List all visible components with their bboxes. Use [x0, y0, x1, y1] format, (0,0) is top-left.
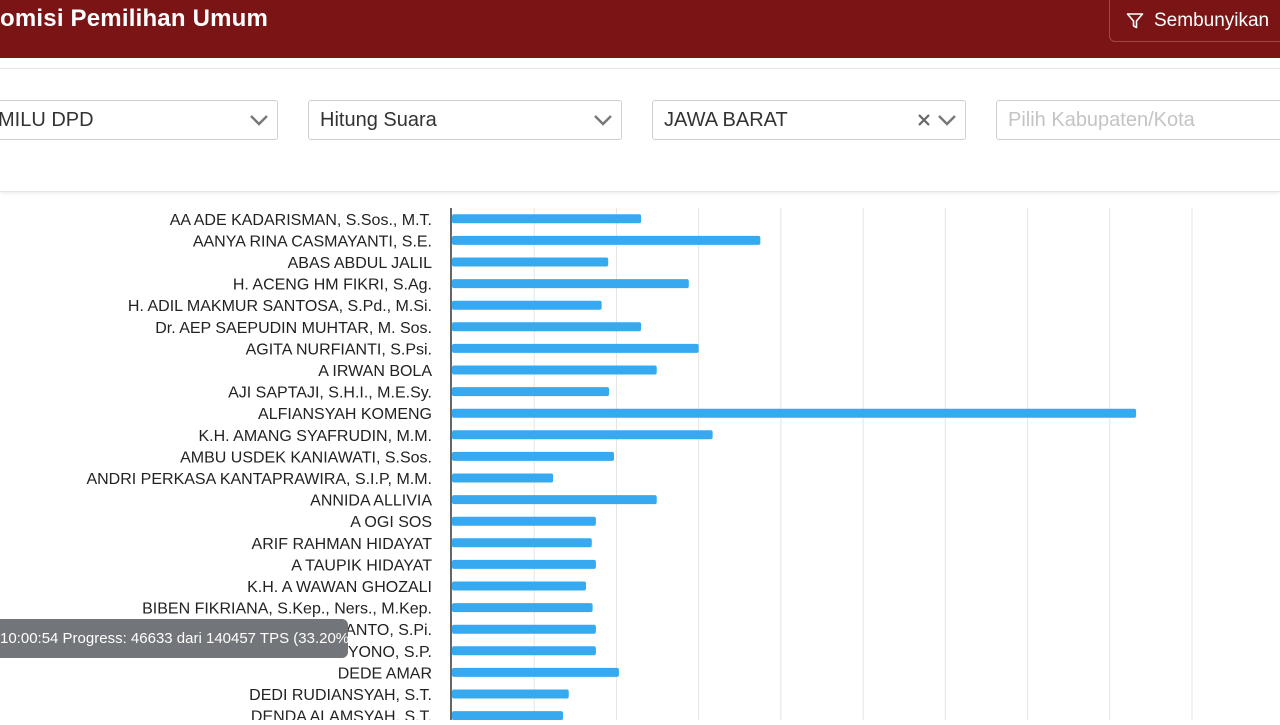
category-label: AANYA RINA CASMAYANTI, S.E.	[193, 233, 432, 250]
category-label: K.H. A WAWAN GHOZALI	[247, 579, 432, 596]
category-label: A TAUPIK HIDAYAT	[291, 557, 432, 574]
bar[interactable]	[452, 495, 657, 505]
bar[interactable]	[452, 689, 569, 699]
category-label: ALFIANSYAH KOMENG	[258, 406, 432, 423]
chevron-down-icon	[594, 115, 612, 126]
bar[interactable]	[452, 516, 596, 526]
app-header: omisi Pemilihan Umum Sembunyikan	[0, 0, 1280, 58]
bar[interactable]	[452, 365, 657, 375]
category-label: ARIF RAHMAN HIDAYAT	[252, 536, 433, 553]
progress-status: 10:00:54 Progress: 46633 dari 140457 TPS…	[0, 619, 354, 658]
category-label: ANTO, S.Pi.	[345, 622, 432, 639]
election-type-value: MILU DPD	[0, 108, 94, 131]
category-label: AMBU USDEK KANIAWATI, S.Sos.	[180, 449, 432, 466]
vote-count-chart: AA ADE KADARISMAN, S.Sos., M.T. AANYA RIN…	[0, 200, 1280, 725]
bar[interactable]	[452, 343, 699, 353]
bar[interactable]	[452, 300, 602, 310]
category-label: A OGI SOS	[350, 514, 432, 531]
bar[interactable]	[452, 235, 761, 245]
bar[interactable]	[452, 581, 587, 591]
bar[interactable]	[452, 624, 596, 634]
bar[interactable]	[452, 473, 554, 483]
category-label: H. ADIL MAKMUR SANTOSA, S.Pd., M.Si.	[128, 298, 432, 315]
election-type-select[interactable]: MILU DPD	[0, 100, 278, 140]
clear-icon[interactable]	[916, 112, 932, 128]
chevron-down-icon	[938, 115, 956, 126]
data-type-value: Hitung Suara	[320, 108, 437, 131]
bar[interactable]	[452, 711, 563, 721]
filter-icon	[1126, 12, 1144, 28]
bar[interactable]	[452, 603, 593, 613]
bar[interactable]	[452, 451, 614, 461]
regency-placeholder: Pilih Kabupaten/Kota	[1008, 108, 1195, 131]
hide-filters-button[interactable]: Sembunyikan	[1109, 0, 1280, 42]
bar[interactable]	[452, 430, 713, 440]
province-value: JAWA BARAT	[664, 108, 788, 131]
data-type-select[interactable]: Hitung Suara	[308, 100, 622, 140]
category-label: A IRWAN BOLA	[318, 363, 432, 380]
category-label: K.H. AMANG SYAFRUDIN, M.M.	[199, 428, 433, 445]
category-label: H. ACENG HM FIKRI, S.Ag.	[233, 277, 432, 294]
bar[interactable]	[452, 214, 642, 224]
category-label: AA ADE KADARISMAN, S.Sos., M.T.	[170, 212, 432, 229]
bar[interactable]	[452, 646, 596, 656]
filter-bar: MILU DPD Hitung Suara JAWA BARAT Pilih K…	[0, 68, 1280, 192]
province-select[interactable]: JAWA BARAT	[652, 100, 966, 140]
category-label: Dr. AEP SAEPUDIN MUHTAR, M. Sos.	[155, 320, 432, 337]
category-label: ANDRI PERKASA KANTAPRAWIRA, S.I.P, M.M.	[86, 471, 432, 488]
bar[interactable]	[452, 559, 596, 569]
bar[interactable]	[452, 322, 642, 332]
category-label: YONO, S.P.	[348, 644, 432, 661]
bar[interactable]	[452, 279, 689, 289]
bar[interactable]	[452, 257, 609, 267]
category-label: DENDA ALAMSYAH, S.T.	[251, 709, 432, 720]
bar-chart: AA ADE KADARISMAN, S.Sos., M.T. AANYA RIN…	[86, 208, 1193, 725]
category-label: ABAS ABDUL JALIL	[288, 255, 432, 272]
category-label: DEDI RUDIANSYAH, S.T.	[249, 687, 432, 704]
chevron-down-icon	[250, 115, 268, 126]
progress-text: 10:00:54 Progress: 46633 dari 140457 TPS…	[0, 630, 355, 647]
bar[interactable]	[452, 538, 592, 548]
category-label: ANNIDA ALLIVIA	[310, 493, 432, 510]
category-label: AJI SAPTAJI, S.H.I., M.E.Sy.	[228, 385, 432, 402]
regency-select[interactable]: Pilih Kabupaten/Kota	[996, 100, 1280, 140]
hide-filters-label: Sembunyikan	[1154, 9, 1270, 31]
category-label: BIBEN FIKRIANA, S.Kep., Ners., M.Kep.	[142, 601, 432, 618]
category-label: AGITA NURFIANTI, S.Psi.	[246, 341, 432, 358]
bar[interactable]	[452, 667, 619, 677]
page-title: omisi Pemilihan Umum	[0, 5, 269, 32]
bar[interactable]	[452, 408, 1137, 418]
bar[interactable]	[452, 387, 610, 397]
category-label: DEDE AMAR	[338, 665, 432, 682]
